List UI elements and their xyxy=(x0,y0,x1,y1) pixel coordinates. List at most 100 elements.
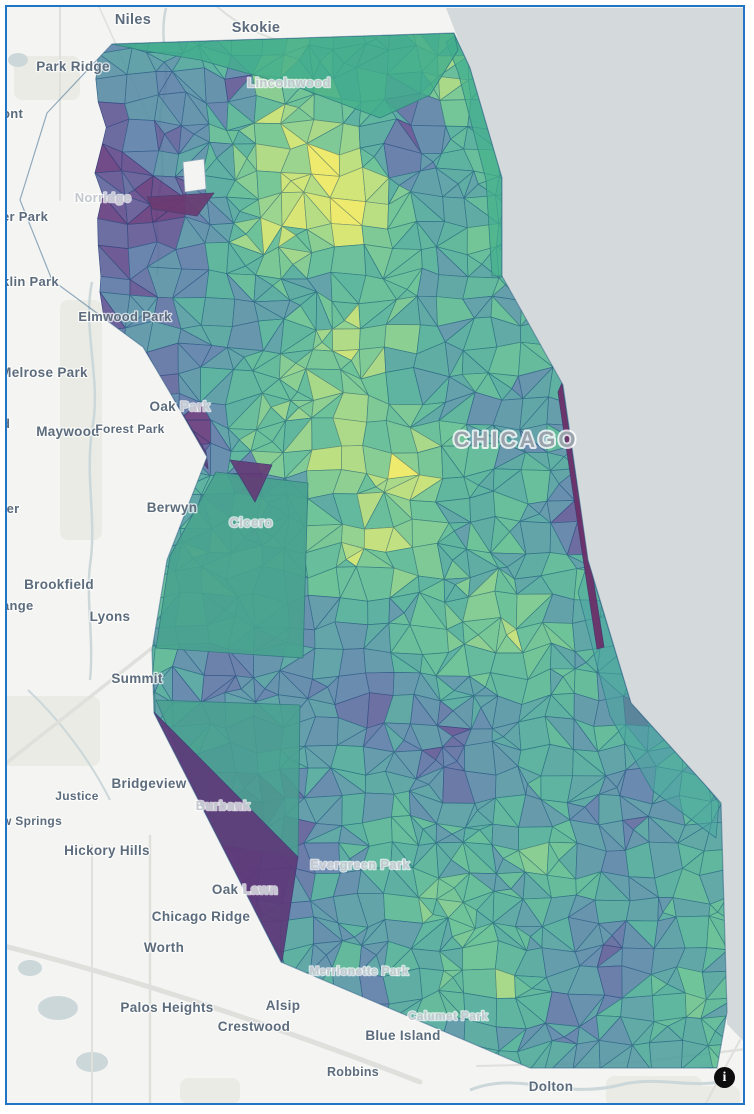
census-tract[interactable] xyxy=(358,324,387,350)
census-tract[interactable] xyxy=(598,923,613,946)
census-tract[interactable] xyxy=(356,473,377,495)
census-tract[interactable] xyxy=(415,749,437,780)
census-tract[interactable] xyxy=(408,778,430,792)
census-tract[interactable] xyxy=(462,902,477,930)
census-tract[interactable] xyxy=(201,141,217,176)
census-tract[interactable] xyxy=(470,695,482,730)
census-tract[interactable] xyxy=(699,868,727,905)
census-tract[interactable] xyxy=(517,765,528,796)
census-tract[interactable] xyxy=(332,350,352,371)
census-tract[interactable] xyxy=(436,725,453,748)
census-tract[interactable] xyxy=(365,672,395,696)
census-tract[interactable] xyxy=(649,1021,668,1044)
census-tract[interactable] xyxy=(121,118,160,153)
census-tract[interactable] xyxy=(625,1044,652,1074)
census-tract[interactable] xyxy=(382,278,408,300)
census-tract[interactable] xyxy=(338,648,366,677)
census-tract[interactable] xyxy=(253,274,274,303)
census-tract[interactable] xyxy=(330,223,365,248)
census-tract[interactable] xyxy=(545,1022,565,1042)
census-tract[interactable] xyxy=(330,244,367,276)
census-tract[interactable] xyxy=(441,125,451,154)
census-tract[interactable] xyxy=(125,294,147,329)
census-tract[interactable] xyxy=(436,522,455,544)
census-tract[interactable] xyxy=(309,943,327,973)
census-tract[interactable] xyxy=(463,170,479,199)
census-tract[interactable] xyxy=(338,842,351,874)
census-tract[interactable] xyxy=(232,143,248,181)
tract-patch-harwood-hole[interactable] xyxy=(182,158,207,193)
census-tract[interactable] xyxy=(383,722,405,753)
census-tract[interactable] xyxy=(335,542,347,568)
census-tract[interactable] xyxy=(278,246,294,280)
census-tract[interactable] xyxy=(228,222,247,243)
census-tract[interactable] xyxy=(95,74,128,105)
census-tract[interactable] xyxy=(574,651,587,670)
census-tract[interactable] xyxy=(436,542,453,580)
census-tract[interactable] xyxy=(490,552,508,569)
census-tract[interactable] xyxy=(280,103,300,124)
tract-patch-norridge-purple[interactable] xyxy=(146,192,215,217)
census-tract[interactable] xyxy=(256,392,272,431)
census-tract[interactable] xyxy=(146,52,165,72)
census-tract[interactable] xyxy=(657,896,664,922)
census-tract[interactable] xyxy=(388,177,400,205)
census-tract[interactable] xyxy=(361,201,389,230)
census-tract[interactable] xyxy=(226,130,240,145)
census-tract[interactable] xyxy=(443,578,456,603)
census-tract[interactable] xyxy=(442,746,458,768)
census-tract[interactable] xyxy=(439,917,453,952)
census-tract[interactable] xyxy=(312,648,344,680)
census-tract[interactable] xyxy=(358,945,377,973)
census-tract[interactable] xyxy=(464,741,497,776)
census-tract[interactable] xyxy=(650,974,668,997)
census-tract[interactable] xyxy=(438,970,454,991)
census-tract[interactable] xyxy=(436,700,454,727)
census-tract[interactable] xyxy=(359,147,375,168)
census-tract[interactable] xyxy=(462,827,480,843)
census-tract[interactable] xyxy=(436,877,455,900)
attribution-info-button[interactable]: i xyxy=(714,1067,735,1088)
census-tract[interactable] xyxy=(469,675,486,697)
census-tract[interactable] xyxy=(383,892,424,924)
census-tract[interactable] xyxy=(280,172,292,193)
census-tract[interactable] xyxy=(490,516,511,554)
census-tract[interactable] xyxy=(699,848,738,876)
census-tract[interactable] xyxy=(341,792,366,826)
census-tract[interactable] xyxy=(700,1018,716,1047)
census-tract[interactable] xyxy=(491,844,504,875)
census-tract[interactable] xyxy=(464,803,478,829)
census-tract[interactable] xyxy=(204,241,230,274)
census-tract[interactable] xyxy=(341,445,367,474)
census-tract[interactable] xyxy=(567,802,586,821)
census-tract[interactable] xyxy=(491,277,506,297)
census-tract[interactable] xyxy=(435,823,453,844)
census-tract[interactable] xyxy=(708,903,719,917)
census-tract[interactable] xyxy=(337,922,355,942)
census-tract[interactable] xyxy=(519,503,540,522)
census-tract[interactable] xyxy=(278,225,297,248)
census-tract[interactable] xyxy=(462,621,479,645)
census-tract[interactable] xyxy=(493,873,512,892)
tract-patch-north-edge-band[interactable] xyxy=(111,33,459,119)
census-tract[interactable] xyxy=(388,597,405,624)
census-tract[interactable] xyxy=(435,675,455,702)
census-tract[interactable] xyxy=(306,445,343,472)
census-tract[interactable] xyxy=(331,301,345,330)
census-tract[interactable] xyxy=(594,899,631,924)
census-tract[interactable] xyxy=(332,328,361,352)
census-tract[interactable] xyxy=(463,476,479,499)
census-tract[interactable] xyxy=(652,992,687,1022)
census-tract[interactable] xyxy=(253,677,266,703)
census-tract[interactable] xyxy=(363,648,395,674)
census-tract[interactable] xyxy=(178,125,195,155)
census-tract[interactable] xyxy=(367,597,391,626)
census-tract[interactable] xyxy=(549,668,564,696)
census-tract[interactable] xyxy=(307,678,328,699)
census-tract[interactable] xyxy=(598,775,618,795)
census-tract[interactable] xyxy=(495,617,507,654)
census-tract[interactable] xyxy=(227,428,240,452)
census-tract[interactable] xyxy=(278,378,298,401)
census-tract[interactable] xyxy=(546,841,560,876)
census-tract[interactable] xyxy=(285,400,300,422)
